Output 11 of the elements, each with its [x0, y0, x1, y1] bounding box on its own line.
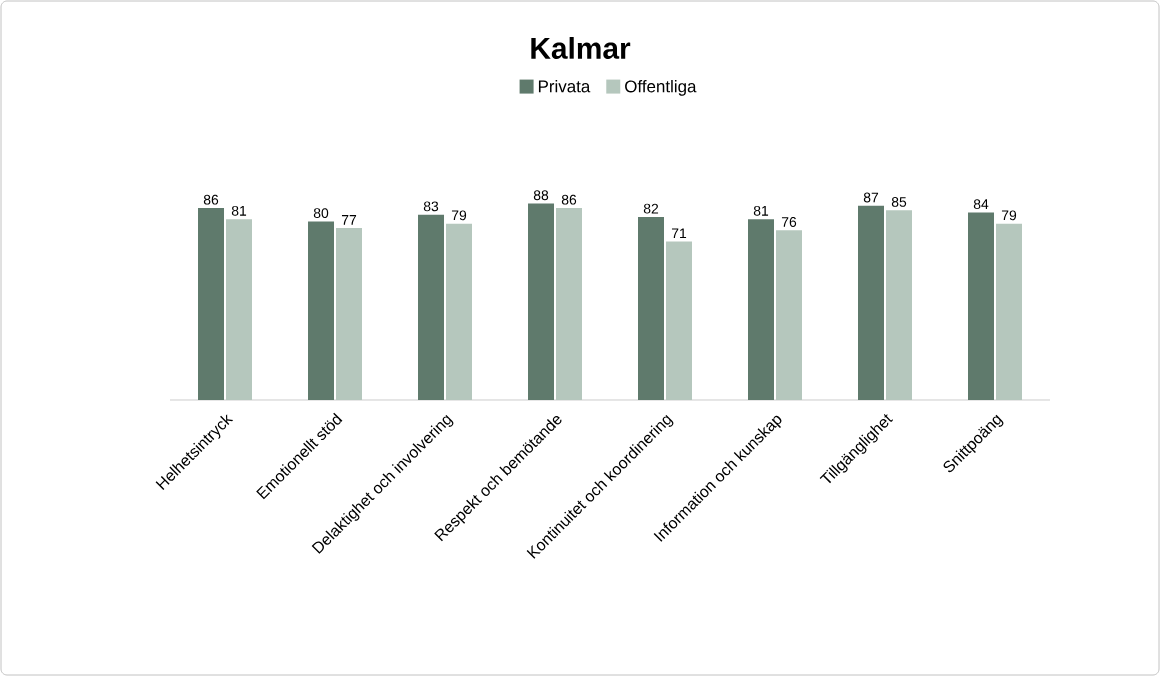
chart-title: Kalmar: [531, 37, 631, 59]
bar: [308, 221, 335, 400]
bar: [638, 216, 664, 400]
bar: [858, 205, 884, 400]
legend-label: Offentliga: [625, 79, 697, 96]
bar: [418, 214, 445, 400]
bar: [528, 203, 555, 400]
legend-label: Privata: [538, 79, 591, 93]
bar: [748, 219, 774, 400]
bar: [968, 212, 994, 400]
bar: [198, 208, 225, 400]
